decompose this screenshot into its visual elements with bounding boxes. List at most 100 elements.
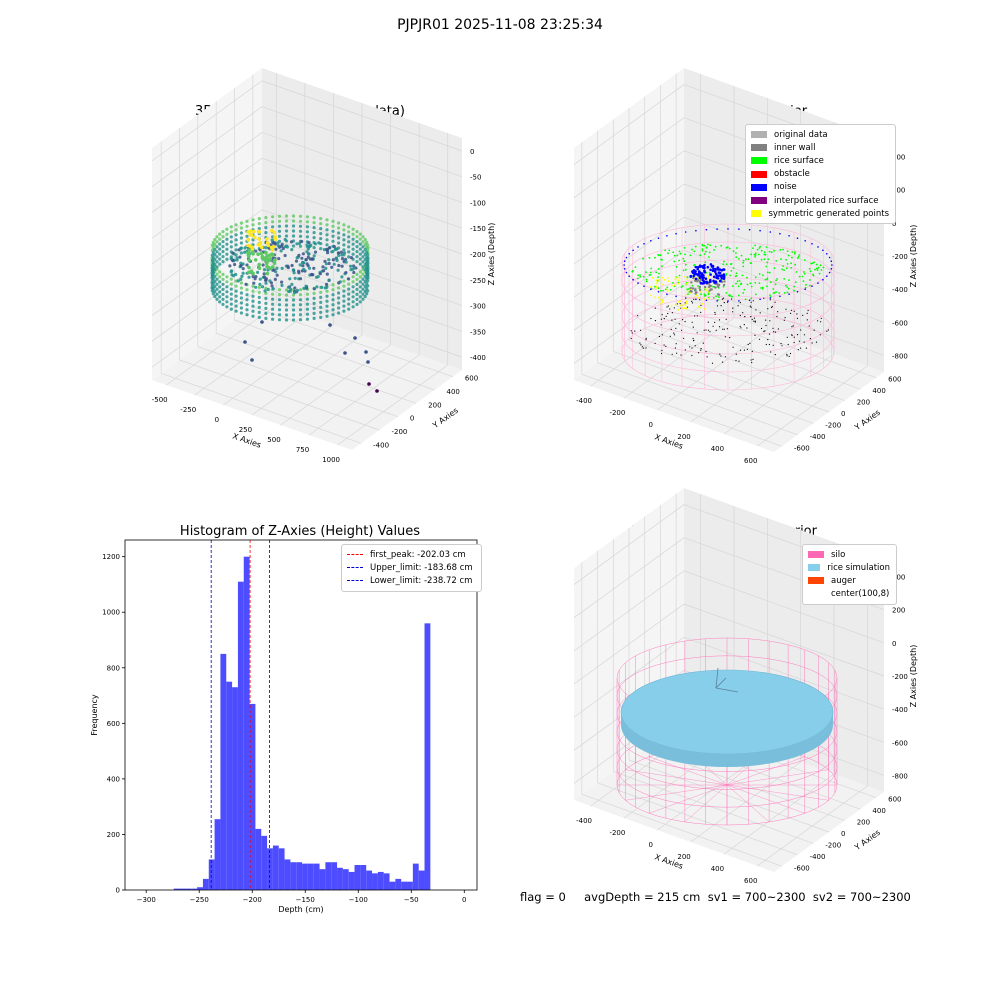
legend-entry: rice simulation (808, 561, 890, 574)
p1-point (257, 266, 262, 271)
p2-original-point (751, 361, 753, 364)
p1-point (269, 281, 273, 285)
histogram-bar (302, 863, 308, 890)
p2-rice-point (759, 245, 762, 248)
p2-rice-point (780, 258, 782, 260)
p1-point (264, 246, 268, 250)
p1-point (239, 306, 243, 310)
p1-point (342, 223, 346, 227)
p1-point (229, 277, 233, 281)
p2-rice-point (738, 258, 740, 260)
p1-point (251, 223, 255, 227)
p1-point (225, 275, 229, 279)
p1-point (229, 230, 233, 234)
p1-point (347, 225, 351, 229)
p1-point (361, 240, 365, 244)
p1-grid-z-back (261, 106, 463, 177)
p1-z-tick: -200 (470, 251, 486, 259)
p1-point (310, 257, 314, 261)
p1-point (271, 312, 275, 316)
p1-point (245, 219, 249, 223)
p1-point (331, 229, 335, 233)
p1-point (358, 247, 362, 251)
p2-rice-point (763, 258, 766, 261)
p2-original-point (660, 318, 663, 320)
p2-rice-point (765, 265, 768, 268)
p1-point (243, 246, 247, 250)
p2-rice-point (766, 271, 769, 274)
p2-symmetric-point (683, 307, 686, 310)
p1-point (245, 234, 249, 238)
p2-noise-point (692, 274, 696, 278)
p2-rice-point (689, 254, 692, 257)
p2-original-point (718, 319, 721, 321)
p1-point (239, 296, 243, 300)
legend-label: first_peak: -202.03 cm (370, 549, 466, 560)
p4-grid-z-side (573, 603, 685, 685)
p1-point (225, 247, 229, 251)
p1-point (221, 282, 225, 286)
p1-point (258, 248, 262, 252)
p1-point (291, 293, 296, 297)
p2-original-point (793, 310, 795, 312)
p2-original-point (693, 339, 695, 341)
p1-y-tick: 600 (465, 375, 478, 383)
p1-point (225, 227, 229, 231)
p2-noise-point (722, 277, 726, 281)
p1-point (347, 297, 351, 301)
p1-point (218, 242, 222, 246)
p1-point (218, 270, 222, 274)
p1-point (297, 241, 302, 246)
p1-point (238, 255, 242, 259)
p2-noise-point (695, 298, 697, 301)
p1-point (277, 244, 281, 248)
p4-x-tick: 200 (677, 853, 690, 861)
p2-original-point (746, 327, 748, 329)
histogram-bar (360, 865, 367, 890)
figure-title: PJPJR01 2025-11-08 23:25:34 (397, 17, 603, 33)
p1-point (304, 258, 308, 262)
p1-point (302, 261, 306, 265)
p1-point (325, 309, 329, 313)
p1-point (213, 267, 217, 272)
p2-rice-point (797, 257, 799, 259)
p1-point (270, 228, 274, 233)
p4-y-tick: 600 (888, 796, 901, 804)
p2-rice-point (804, 286, 807, 289)
p1-x-tick: -500 (152, 396, 168, 404)
legend-label: auger (831, 575, 856, 586)
p2-rice-point (728, 247, 731, 250)
p2-noise-point (706, 265, 710, 269)
p2-symmetric-point (681, 307, 683, 309)
p2-original-point (714, 321, 716, 323)
p1-z-tick: -100 (470, 199, 486, 207)
p1-point (221, 250, 225, 254)
panel2-legend: original data inner wall rice surface obsta… (745, 124, 896, 225)
p2-rice-point (743, 288, 746, 291)
p2-original-point (767, 308, 769, 310)
p2-rice-point (738, 280, 741, 282)
p2-noise-point (698, 264, 702, 268)
p1-point (277, 234, 282, 238)
p2-original-point (819, 334, 821, 336)
p1-point (257, 315, 261, 319)
p2-symmetric-point (707, 275, 710, 277)
p2-original-point (700, 311, 702, 313)
histogram-bar (290, 862, 297, 890)
p2-original-point (654, 307, 656, 309)
p1-point (325, 238, 329, 242)
p1-point (298, 288, 303, 292)
histogram-bar (232, 687, 238, 890)
p2-rice-point (794, 281, 797, 283)
p1-point (355, 287, 359, 291)
p2-original-point (696, 315, 698, 317)
p1-point (275, 273, 279, 277)
p2-original-point (780, 343, 782, 345)
p2-rice-point (678, 274, 681, 277)
p1-point (337, 226, 341, 230)
p2-rice-point (655, 271, 658, 274)
p2-original-point (673, 332, 675, 334)
p2-noise-point (650, 288, 652, 291)
p1-point (312, 291, 316, 295)
